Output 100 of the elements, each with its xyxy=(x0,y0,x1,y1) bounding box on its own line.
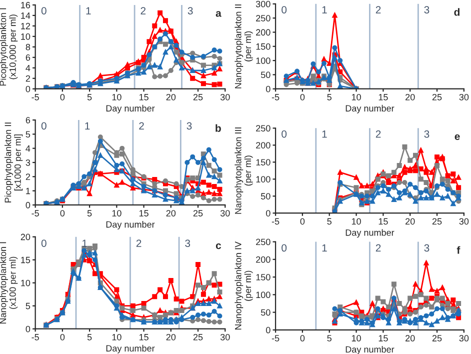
annotation: 0 xyxy=(41,240,46,247)
y-axis-title: Nanophytoplankton II (per ml) xyxy=(234,4,253,88)
y-tick-label: 0 xyxy=(266,326,270,334)
x-tick-label: 10 xyxy=(112,210,122,216)
x-tick-label: 5 xyxy=(87,210,92,216)
x-tick-label: 20 xyxy=(406,335,415,342)
x-tick-label: 15 xyxy=(139,94,148,100)
x-tick-label: -5 xyxy=(32,334,39,340)
x-tick-label: 0 xyxy=(300,218,305,225)
annotation: 1 xyxy=(322,244,327,252)
x-tick-label: -5 xyxy=(272,335,280,342)
y-tick-label: 100 xyxy=(256,58,270,64)
annotation: 1 xyxy=(322,130,327,138)
annotation: 2 xyxy=(136,240,142,247)
annotation: 0 xyxy=(41,7,46,14)
x-tick-label: 0 xyxy=(60,94,65,100)
annotation: c xyxy=(216,243,222,250)
x-tick-label: -5 xyxy=(32,210,39,216)
x-tick-label: 10 xyxy=(352,94,361,100)
x-tick-label: 15 xyxy=(139,334,148,340)
y-tick-label: 10 xyxy=(21,33,30,40)
y-tick-label: 1 xyxy=(26,188,30,194)
y-tick-label: 150 xyxy=(256,43,270,50)
y-tick-label: 0 xyxy=(266,86,270,92)
x-tick-label: 20 xyxy=(166,334,176,340)
x-axis-title: Day number xyxy=(106,104,155,114)
x-axis-title: Day number xyxy=(106,221,155,230)
x-tick-label: 25 xyxy=(193,334,203,340)
annotation: 2 xyxy=(376,244,381,252)
x-tick-label: 10 xyxy=(352,218,361,225)
y-tick-label: 16 xyxy=(21,2,30,8)
y-tick-label: 3 xyxy=(26,159,30,166)
y-tick-label: 0 xyxy=(26,202,30,208)
annotation: 2 xyxy=(376,6,381,14)
x-tick-label: 30 xyxy=(459,218,469,225)
x-tick-label: -5 xyxy=(272,94,280,100)
annotation: 1 xyxy=(322,6,327,14)
x-tick-label: 15 xyxy=(139,210,148,216)
y-tick-label: 10 xyxy=(21,280,30,286)
y-tick-label: 50 xyxy=(260,193,270,200)
x-axis-title: Day number xyxy=(346,346,394,354)
annotation: 2 xyxy=(140,7,146,14)
annotation: 2 xyxy=(139,122,144,130)
x-tick-label: 25 xyxy=(432,94,442,100)
annotation: 3 xyxy=(424,130,430,138)
x-tick-label: 0 xyxy=(60,334,65,340)
x-tick-label: 5 xyxy=(87,94,92,100)
y-tick-label: 100 xyxy=(256,176,270,182)
annotation: 0 xyxy=(41,122,46,130)
y-axis-title: Nanophytoplankton I (x100 per ml) xyxy=(0,242,18,324)
y-tick-label: 0 xyxy=(26,86,30,92)
y-axis-title: Nanophytoplankton IV (per ml) xyxy=(234,241,253,330)
y-tick-label: 12 xyxy=(21,22,30,30)
y-tick-label: 4 xyxy=(26,64,30,72)
x-tick-label: 30 xyxy=(220,210,230,216)
x-tick-label: 25 xyxy=(432,335,442,342)
y-tick-label: 200 xyxy=(256,142,270,148)
annotation: e xyxy=(454,134,460,140)
annotation: 3 xyxy=(186,122,192,130)
y-tick-label: 250 xyxy=(256,125,270,132)
x-axis-title: Day number xyxy=(346,104,394,114)
annotation: 0 xyxy=(282,130,287,138)
x-tick-label: 30 xyxy=(220,94,230,100)
annotation: 0 xyxy=(282,6,287,14)
y-tick-label: 0 xyxy=(26,326,30,332)
x-tick-label: 10 xyxy=(352,335,361,342)
y-tick-label: 20 xyxy=(20,234,30,240)
y-tick-label: 2 xyxy=(26,174,30,180)
x-tick-label: 20 xyxy=(406,218,415,225)
y-axis-title: Nanophytoplankton III (per ml) xyxy=(234,128,253,214)
y-tick-label: 8 xyxy=(26,44,30,50)
y-axis-title: Picophytoplankton II [x1000 per ml] xyxy=(4,122,23,202)
annotation: 3 xyxy=(185,240,190,247)
x-axis-title: Day number xyxy=(106,344,155,354)
x-tick-label: 0 xyxy=(300,335,305,342)
x-tick-label: 10 xyxy=(112,94,122,100)
y-tick-label: 250 xyxy=(256,15,270,22)
y-tick-label: 14 xyxy=(21,12,30,19)
y-tick-label: 4 xyxy=(26,145,30,152)
y-axis-title: Picophytoplankton I (x10,000 per ml) xyxy=(0,8,18,86)
x-tick-label: 10 xyxy=(112,334,122,340)
annotation: 1 xyxy=(82,240,87,247)
y-tick-label: 5 xyxy=(26,131,30,138)
x-tick-label: 15 xyxy=(378,94,388,100)
x-tick-label: -5 xyxy=(32,94,39,100)
x-tick-label: 5 xyxy=(327,218,332,225)
x-tick-label: 25 xyxy=(432,218,442,225)
annotation: 1 xyxy=(86,7,91,14)
y-tick-label: 150 xyxy=(256,159,270,166)
annotation: 3 xyxy=(424,244,430,252)
x-tick-label: 20 xyxy=(166,210,176,216)
y-tick-label: 150 xyxy=(256,274,270,280)
annotation: 3 xyxy=(424,6,430,14)
annotation: 2 xyxy=(376,130,381,138)
y-tick-label: 100 xyxy=(256,292,270,298)
y-tick-label: 300 xyxy=(256,0,270,8)
x-tick-label: 0 xyxy=(300,94,305,100)
annotation: b xyxy=(216,124,221,132)
y-tick-label: 50 xyxy=(260,309,270,316)
x-tick-label: 20 xyxy=(406,94,415,100)
